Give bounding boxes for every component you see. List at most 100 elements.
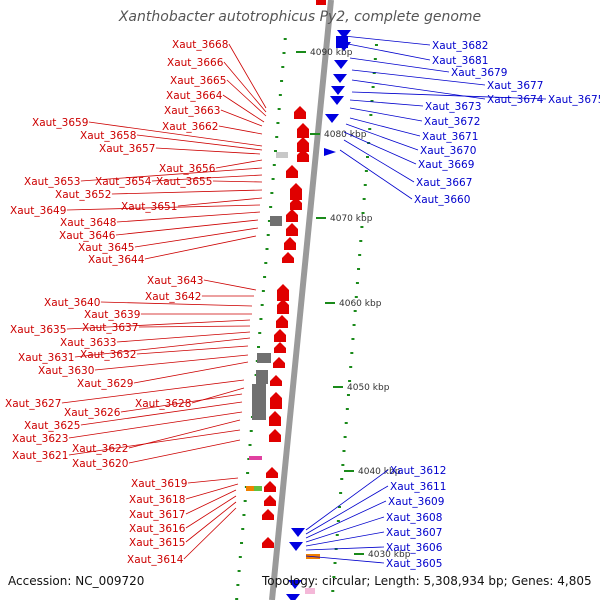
ruler-dash — [241, 528, 245, 530]
leader-line — [88, 121, 263, 147]
leader-line — [111, 189, 263, 195]
ruler-dash — [242, 514, 246, 516]
minus-strand-gene — [277, 299, 289, 314]
plus-strand-gene — [324, 148, 336, 156]
leader-line — [220, 109, 263, 127]
leader-line — [305, 500, 387, 539]
leader-line — [61, 379, 245, 404]
leader-line — [133, 361, 249, 384]
left-gene-label: Xaut_3615 — [129, 537, 185, 549]
leader-line — [218, 125, 263, 135]
left-gene-label: Xaut_3639 — [84, 309, 140, 321]
left-gene-label: Xaut_3625 — [24, 420, 80, 432]
right-gene-label: Xaut_3681 — [432, 55, 488, 67]
right-gene-label: Xaut_3669 — [418, 159, 474, 171]
minus-strand-gene — [294, 106, 306, 119]
left-gene-label: Xaut_3645 — [78, 242, 134, 254]
left-gene-label: Xaut_3651 — [121, 201, 177, 213]
misc-feature — [276, 152, 288, 158]
ruler-dash — [362, 198, 366, 200]
leader-line — [68, 411, 243, 439]
ruler-tick-label: 4040 kbp — [358, 467, 401, 477]
ruler-dash — [343, 436, 347, 438]
misc-feature — [305, 588, 315, 594]
leader-line — [134, 227, 259, 248]
left-gene-label: Xaut_3637 — [82, 322, 138, 334]
plus-strand-gene — [337, 30, 351, 39]
leader-line — [305, 516, 385, 543]
plus-strand-gene — [288, 580, 302, 589]
leader-line — [305, 555, 385, 564]
left-gene-label: Xaut_3616 — [129, 523, 186, 535]
right-gene-label: Xaut_3675 — [548, 94, 600, 106]
left-gene-label: Xaut_3633 — [60, 337, 116, 349]
ruler-dash — [275, 136, 279, 138]
minus-strand-gene — [316, 0, 326, 5]
ruler-dash — [359, 240, 363, 242]
pseudogene-block — [252, 384, 266, 420]
minus-strand-gene — [297, 149, 309, 162]
left-gene-label: Xaut_3653 — [24, 176, 80, 188]
leader-line — [151, 174, 263, 182]
ruler-dash — [248, 444, 252, 446]
right-gene-label: Xaut_3679 — [451, 67, 507, 79]
ruler-dash — [346, 394, 350, 396]
minus-strand-gene — [269, 429, 281, 442]
ruler-dash — [340, 478, 344, 480]
pseudogene-block — [256, 370, 268, 384]
left-gene-label: Xaut_3652 — [55, 189, 111, 201]
leader-line — [185, 483, 239, 500]
ruler-dash — [266, 234, 270, 236]
ruler-dash — [267, 220, 271, 222]
ruler-dash — [333, 562, 337, 564]
minus-strand-gene — [274, 329, 286, 342]
left-gene-label: Xaut_3631 — [18, 352, 74, 364]
right-gene-label: Xaut_3677 — [487, 80, 543, 92]
plus-strand-gene — [336, 36, 348, 48]
leader-line — [185, 489, 237, 515]
plus-strand-gene — [289, 542, 303, 551]
left-gene-label: Xaut_3656 — [159, 163, 216, 175]
leader-line — [66, 204, 261, 211]
right-gene-label: Xaut_3605 — [386, 558, 442, 570]
minus-strand-gene — [276, 315, 288, 328]
minus-strand-gene — [269, 411, 281, 426]
leader-line — [74, 337, 251, 358]
ruler-dash — [357, 268, 361, 270]
ruler-dash — [344, 422, 348, 424]
ruler-dash — [361, 212, 365, 214]
left-gene-label: Xaut_3617 — [129, 509, 185, 521]
ruler-dash — [265, 248, 269, 250]
minus-strand-gene — [266, 467, 278, 478]
ruler-dash — [364, 170, 368, 172]
left-gene-label: Xaut_3627 — [5, 398, 61, 410]
ruler-dash — [339, 492, 343, 494]
pseudogene-block — [257, 353, 271, 363]
left-gene-label: Xaut_3655 — [156, 176, 212, 188]
leader-line — [191, 387, 245, 404]
leader-line — [185, 501, 237, 543]
left-gene-label: Xaut_3643 — [147, 275, 203, 287]
ruler-dash — [283, 38, 287, 40]
minus-strand-gene — [290, 183, 302, 200]
minus-strand-gene — [286, 223, 298, 236]
leader-line — [351, 91, 547, 100]
left-gene-label: Xaut_3649 — [10, 205, 66, 217]
leader-line — [343, 35, 431, 46]
right-gene-label: Xaut_3672 — [424, 116, 480, 128]
minus-strand-gene — [284, 237, 296, 250]
ruler-dash — [238, 556, 242, 558]
left-gene-label: Xaut_3621 — [12, 450, 68, 462]
left-gene-label: Xaut_3646 — [59, 230, 116, 242]
ruler-dash — [331, 590, 335, 592]
leader-line — [187, 477, 239, 484]
gene-labels: Xaut_3668 Xaut_3666 Xaut_3665 Xaut_3664 Xaut… — [5, 39, 600, 570]
ruler-dash — [269, 206, 273, 208]
ruler-dash — [277, 108, 281, 110]
backbone-line — [269, 0, 334, 600]
ruler-dash — [373, 58, 377, 60]
leader-line — [68, 429, 241, 456]
ruler-dash — [332, 576, 336, 578]
right-gene-label: Xaut_3609 — [388, 496, 444, 508]
leader-line — [349, 99, 424, 107]
